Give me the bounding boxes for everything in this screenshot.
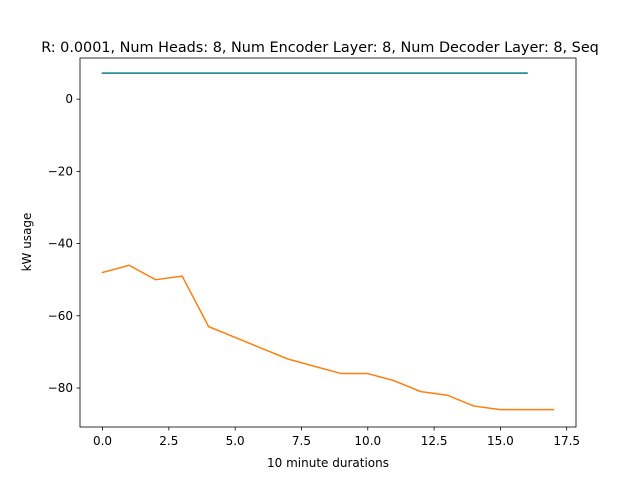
y-axis-label: kW usage: [20, 213, 34, 272]
plot-frame: [79, 57, 577, 428]
x-tick-label: 7.5: [292, 434, 311, 448]
x-tick-label: 5.0: [226, 434, 245, 448]
y-tick-label: −40: [48, 237, 73, 251]
x-axis-label: 10 minute durations: [267, 456, 389, 470]
x-tick-label: 15.0: [487, 434, 514, 448]
x-tick-label: 0.0: [93, 434, 112, 448]
y-tick-label: −20: [48, 164, 73, 178]
x-tick-label: 2.5: [159, 434, 178, 448]
x-tick-label: 17.5: [553, 434, 580, 448]
x-axis-ticks: 0.0 2.5 5.0 7.5 10.0 12.5 15.0 17.5: [93, 427, 580, 448]
series-line-2: [101, 264, 555, 411]
y-tick-label: 0: [65, 92, 73, 106]
y-tick-label: −60: [48, 309, 73, 323]
x-tick-label: 12.5: [421, 434, 448, 448]
y-tick-label: −80: [48, 381, 73, 395]
series-layer: [101, 72, 555, 411]
x-tick-label: 10.0: [354, 434, 381, 448]
y-axis-ticks: 0 −20 −40 −60 −80: [48, 92, 80, 395]
chart-title: R: 0.0001, Num Heads: 8, Num Encoder Lay…: [41, 40, 599, 56]
